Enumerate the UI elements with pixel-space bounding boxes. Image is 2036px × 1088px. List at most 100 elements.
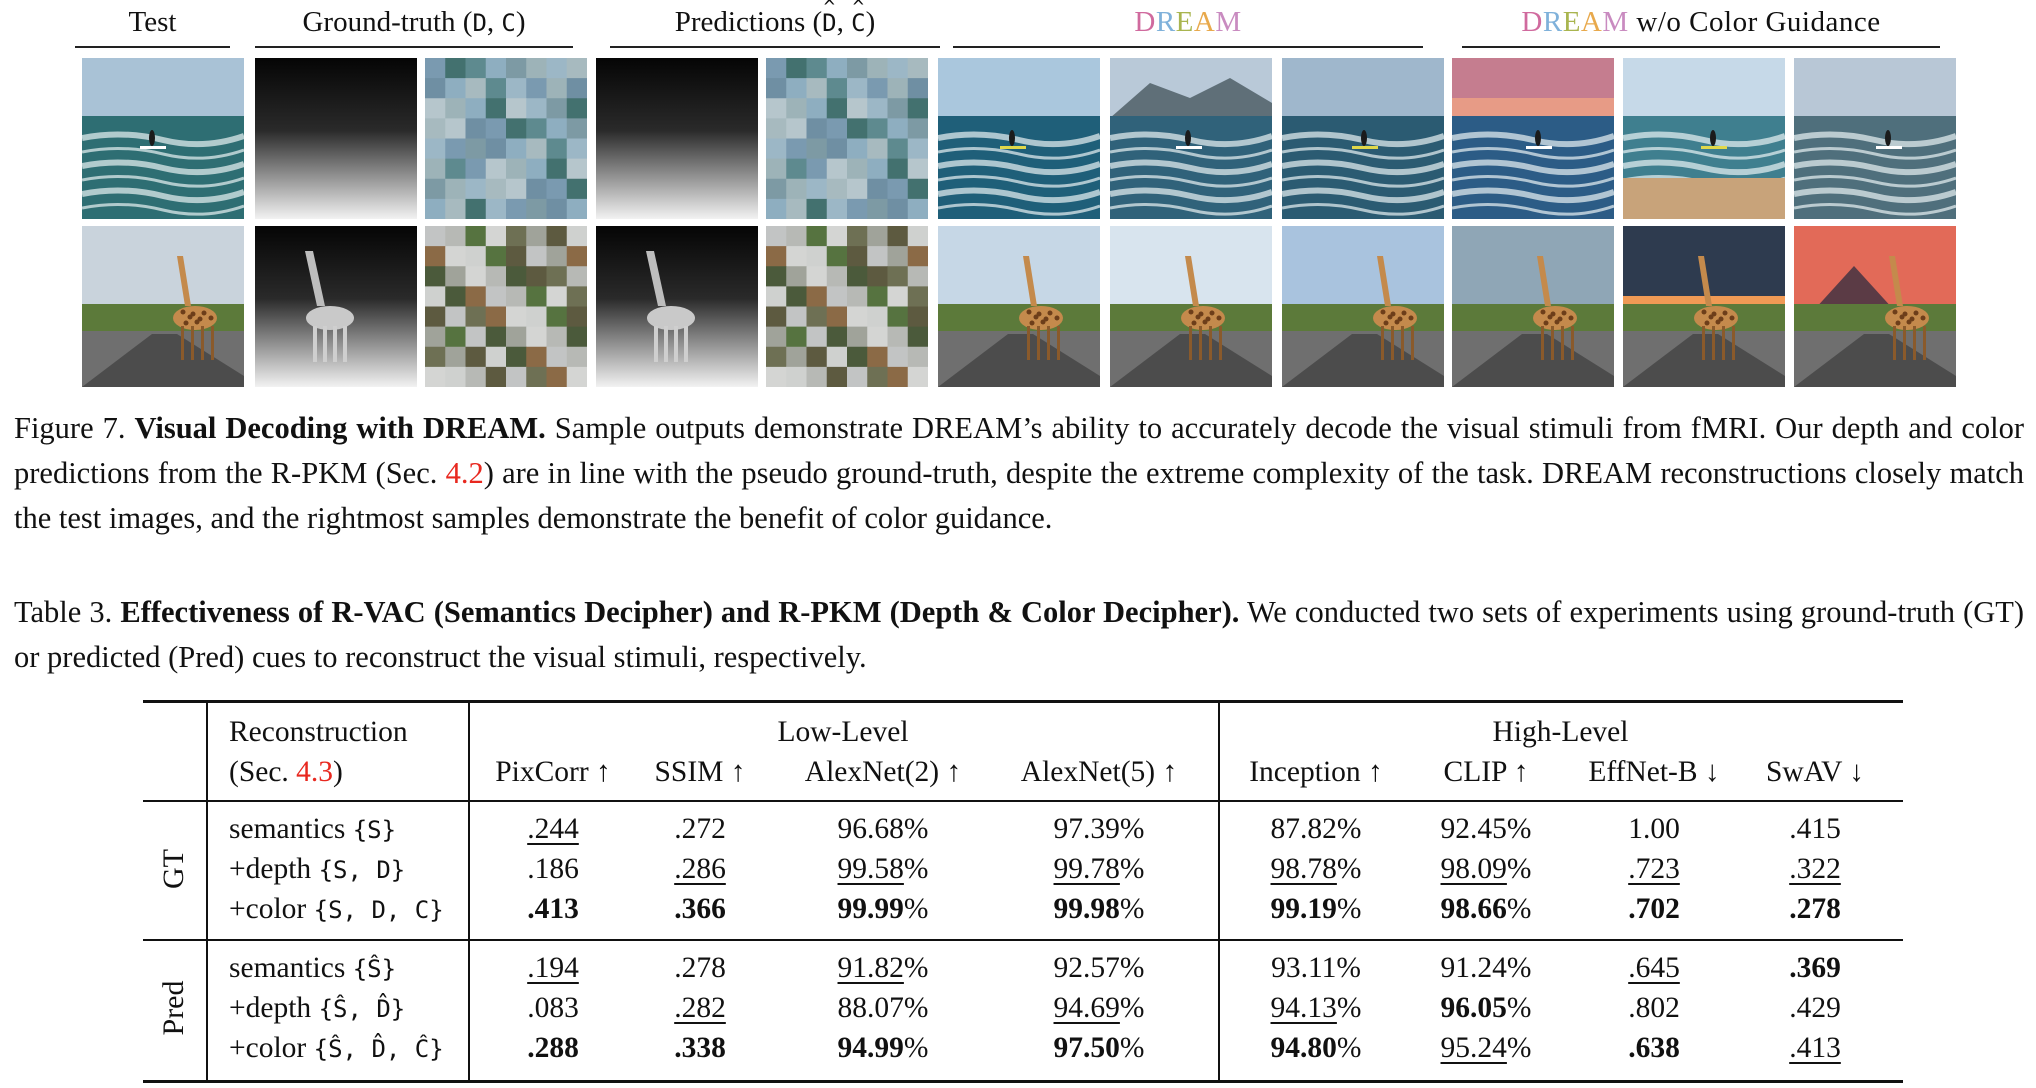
figure-image-tile [255,226,417,387]
column-rule [953,46,1423,48]
column-rule [255,46,573,48]
table-cell: .186 [527,853,579,885]
row-label: +depth {Ŝ, D̂} [229,992,406,1024]
ground-truth-symbols: (D, C) [462,6,526,38]
table-cell: .638 [1628,1032,1680,1064]
figure-image-tile [1452,226,1614,387]
figure-image-tile [255,58,417,219]
dream-letter: E [1175,6,1194,38]
section-reference-link[interactable]: 4.3 [296,756,334,788]
cue-set: {Ŝ} [352,955,397,983]
table-cell: .369 [1789,952,1841,984]
figure-image-tile [1623,58,1785,219]
table-cell: .702 [1628,893,1680,925]
column-header-dream: DREAM [953,4,1423,40]
table-cell: .723 [1628,853,1680,885]
row-label: +color {Ŝ, D̂, Ĉ} [229,1032,444,1064]
figure-image-tile [596,58,758,219]
table-cell: 99.99% [837,893,929,925]
figure-image-tile [1110,58,1272,219]
table-cell: 97.50% [1053,1032,1145,1064]
table-divider [206,700,208,1080]
table-cell: .366 [674,893,726,925]
figure-image-tile [1794,226,1956,387]
group-label-gt: GT [157,849,190,889]
table-cell: 99.98% [1053,893,1145,925]
metric-header: AlexNet(2) ↑ [804,756,962,788]
row-label: semantics {S} [229,813,397,845]
table-cell: .338 [674,1032,726,1064]
figure-image-tile [1282,226,1444,387]
metric-header: EffNet-B ↓ [1588,756,1720,788]
table-cell: .322 [1789,853,1841,885]
figure-image-tile [425,58,587,219]
table-cell: .083 [527,992,579,1024]
table-cell: 94.99% [837,1032,929,1064]
table-cell: .278 [1789,893,1841,925]
table-cell: .272 [674,813,726,845]
table-top-rule [143,700,1903,703]
table-cell: 91.24% [1440,952,1532,984]
table-cell: .413 [1789,1032,1841,1064]
row-label: +color {S, D, C} [229,893,444,925]
reconstruction-header: Reconstruction [229,716,408,748]
dream-letter: A [1193,6,1216,38]
high-level-group-header: High-Level [1492,716,1629,748]
cue-set: {S, D} [318,856,406,884]
table-cell: .282 [674,992,726,1024]
dream-letter: R [1155,6,1176,38]
table-cell: 1.00 [1628,813,1680,845]
column-header-predictions: Predictions (D, C) [610,4,940,41]
table-cell: 87.82% [1270,813,1362,845]
figure-image-tile [1110,226,1272,387]
figure-image-tile [82,58,244,219]
table-cell: .802 [1628,992,1680,1024]
figure-image-tile [1282,58,1444,219]
figure-image-tile [1794,58,1956,219]
table-cell: 94.69% [1053,992,1145,1024]
dream-letter: E [1562,6,1581,38]
metric-header: CLIP ↑ [1443,756,1529,788]
cue-set: {Ŝ, D̂} [318,995,406,1023]
prediction-symbols: (D, C) [813,6,876,38]
table-cell: .429 [1789,992,1841,1024]
table-cell: .415 [1789,813,1841,845]
table-cell: 96.68% [837,813,929,845]
cue-set: {S, D, C} [313,896,444,924]
dream-logo-text: DREAM [1521,6,1628,38]
table-cell: 98.66% [1440,893,1532,925]
column-rule [610,46,940,48]
reconstruction-subheader: (Sec. 4.3) [229,756,343,788]
table-cell: 94.80% [1270,1032,1362,1064]
table-cell: 93.11% [1271,952,1361,984]
metric-header: PixCorr ↑ [495,756,611,788]
section-reference-link[interactable]: 4.2 [445,456,484,490]
table-cell: 91.82% [837,952,929,984]
table-cell: .413 [527,893,579,925]
dream-logo-text: DREAM [1134,6,1241,38]
table-header-rule [143,800,1903,802]
table-divider [468,700,470,1080]
table-cell: 88.07% [837,992,929,1024]
figure-image-tile [938,226,1100,387]
table-cell: 99.78% [1053,853,1145,885]
figure-image-tile [1452,58,1614,219]
table-cell: .278 [674,952,726,984]
figure-image-tile [766,58,928,219]
column-rule [1462,46,1940,48]
column-header-test: Test [128,6,177,38]
table-cell: .244 [527,813,579,845]
cue-set: {S} [352,816,397,844]
column-header-ground-truth: Ground-truth (D, C) [302,6,526,38]
table-divider [1218,700,1220,1080]
group-label-pred: Pred [157,980,190,1036]
table-cell: 96.05% [1440,992,1532,1024]
table-cell: 98.78% [1270,853,1362,885]
table-caption-title: Effectiveness of R-VAC (Semantics Deciph… [120,595,1240,629]
low-level-group-header: Low-Level [777,716,909,748]
metric-header: SSIM ↑ [654,756,746,788]
figure-image-tile [425,226,587,387]
dream-letter: R [1542,6,1563,38]
column-header-dream-no-color: DREAM w/o Color Guidance [1521,6,1881,38]
